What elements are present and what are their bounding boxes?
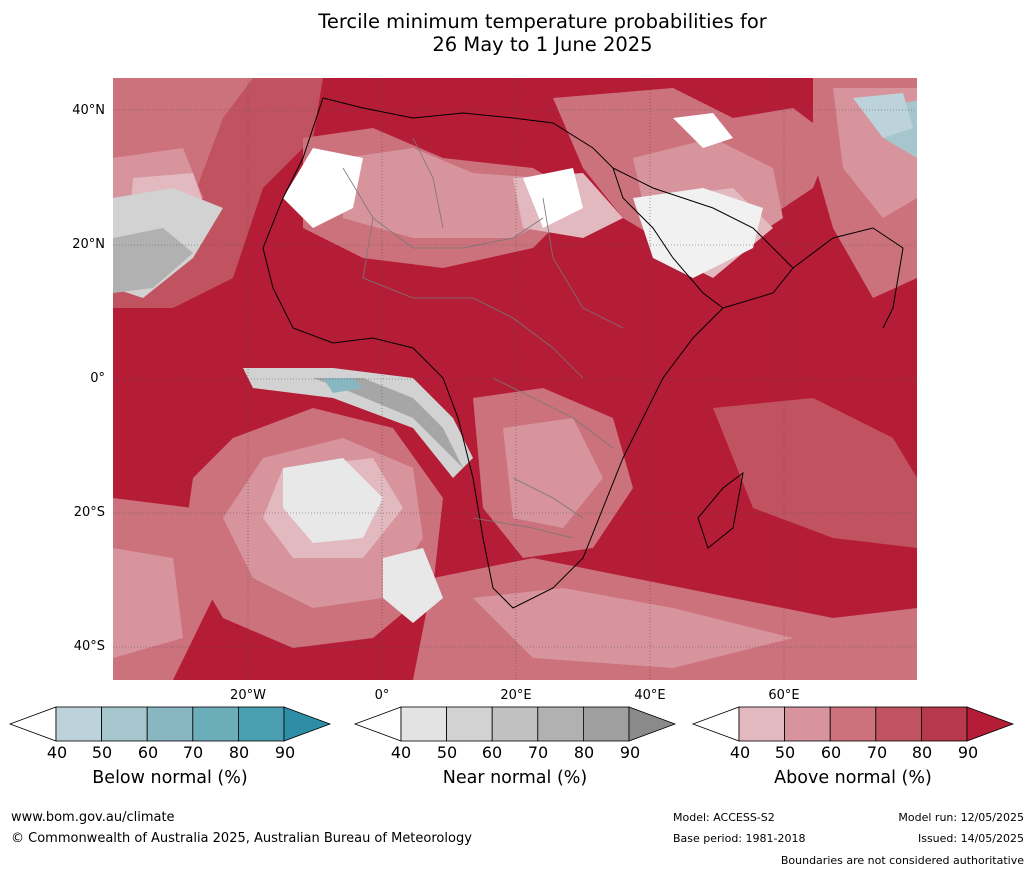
colorbar-near-svg xyxy=(353,706,677,742)
above-tick-40: 40 xyxy=(729,743,751,762)
base-period-text: Base period: 1981-2018 xyxy=(673,832,806,845)
coastlines xyxy=(262,97,904,609)
colorbar-segment xyxy=(875,706,922,742)
colorbar-segment xyxy=(829,706,877,742)
below-tick-40: 40 xyxy=(46,743,68,762)
colorbar-under-triangle xyxy=(353,706,402,742)
colorbar-segment xyxy=(400,706,447,742)
near-tick-80: 80 xyxy=(573,743,595,762)
near-tick-50: 50 xyxy=(436,743,458,762)
below-normal-label: Below normal (%) xyxy=(92,768,248,788)
lat-label-40n: 40°N xyxy=(72,103,105,118)
colorbar-segment xyxy=(446,706,493,742)
above-tick-80: 80 xyxy=(911,743,933,762)
disclaimer-text: Boundaries are not considered authoritat… xyxy=(780,854,1024,867)
near-tick-40: 40 xyxy=(390,743,412,762)
near-tick-90: 90 xyxy=(619,743,641,762)
map-canvas xyxy=(113,78,917,680)
lon-label-20w: 20°W xyxy=(230,688,266,703)
copyright-text: © Commonwealth of Australia 2025, Austra… xyxy=(11,831,472,846)
colorbar-over-triangle xyxy=(628,706,677,742)
colorbar-segment xyxy=(784,706,831,742)
map-title: Tercile minimum temperature probabilitie… xyxy=(0,10,1035,56)
near-normal-label: Near normal (%) xyxy=(442,768,588,788)
colorbar-over-triangle xyxy=(966,706,1015,742)
lon-label-20e: 20°E xyxy=(500,688,532,703)
model-text: Model: ACCESS-S2 xyxy=(673,811,775,824)
below-tick-70: 70 xyxy=(182,743,204,762)
above-tick-70: 70 xyxy=(866,743,888,762)
lat-label-0: 0° xyxy=(90,371,105,386)
colorbar-above-svg xyxy=(691,706,1015,742)
colorbar-under-triangle xyxy=(8,706,57,742)
colorbar-over-triangle xyxy=(283,706,332,742)
colorbar-segment xyxy=(237,706,285,742)
map-graticule xyxy=(113,78,917,680)
model-run-text: Model run: 12/05/2025 xyxy=(898,811,1024,824)
probability-map xyxy=(113,78,917,680)
lat-label-20n: 20°N xyxy=(72,237,105,252)
colorbar-under-triangle xyxy=(691,706,740,742)
near-normal-patches xyxy=(113,93,917,623)
below-tick-80: 80 xyxy=(228,743,250,762)
above-tick-50: 50 xyxy=(774,743,796,762)
title-line-2: 26 May to 1 June 2025 xyxy=(432,33,653,56)
below-tick-90: 90 xyxy=(274,743,296,762)
lat-label-20s: 20°S xyxy=(73,505,105,520)
colorbar-segment xyxy=(491,706,539,742)
colorbar-segment xyxy=(101,706,148,742)
lon-label-40e: 40°E xyxy=(634,688,666,703)
colorbar-segment xyxy=(192,706,239,742)
colorbar-segment xyxy=(146,706,194,742)
colorbar-segment xyxy=(55,706,102,742)
lon-label-60e: 60°E xyxy=(768,688,800,703)
colorbar-segment xyxy=(582,706,630,742)
country-borders xyxy=(342,137,624,539)
website-link[interactable]: www.bom.gov.au/climate xyxy=(11,810,175,825)
colorbar-below-svg xyxy=(8,706,332,742)
issued-text: Issued: 14/05/2025 xyxy=(917,832,1024,845)
colorbar-segment xyxy=(738,706,785,742)
below-tick-60: 60 xyxy=(137,743,159,762)
above-normal-label: Above normal (%) xyxy=(774,768,932,788)
colorbar-segment xyxy=(537,706,584,742)
above-tick-60: 60 xyxy=(820,743,842,762)
near-tick-70: 70 xyxy=(527,743,549,762)
title-line-1: Tercile minimum temperature probabilitie… xyxy=(318,10,767,33)
colorbar-segment xyxy=(920,706,968,742)
lon-label-0: 0° xyxy=(374,688,390,703)
above-tick-90: 90 xyxy=(957,743,979,762)
below-tick-50: 50 xyxy=(91,743,113,762)
lat-label-40s: 40°S xyxy=(73,639,105,654)
near-tick-60: 60 xyxy=(481,743,503,762)
